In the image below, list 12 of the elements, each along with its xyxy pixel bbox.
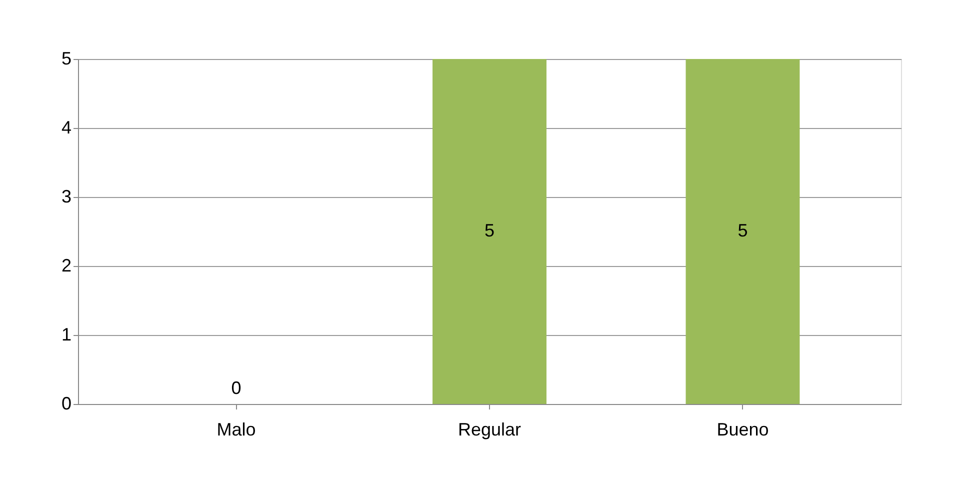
y-tick-label: 5 [61, 48, 72, 68]
data-label: 0 [231, 378, 242, 398]
x-tick-label: Regular [458, 420, 522, 440]
y-tick-label: 2 [61, 256, 72, 276]
y-tick-label: 1 [61, 324, 72, 344]
data-label: 5 [484, 220, 495, 240]
y-tick-label: 0 [61, 394, 72, 414]
data-label: 5 [738, 220, 748, 240]
x-tick-label: Malo [216, 420, 256, 440]
x-tick-label: Bueno [716, 420, 769, 440]
y-tick-label: 4 [61, 118, 72, 138]
y-tick-label: 3 [61, 186, 72, 206]
